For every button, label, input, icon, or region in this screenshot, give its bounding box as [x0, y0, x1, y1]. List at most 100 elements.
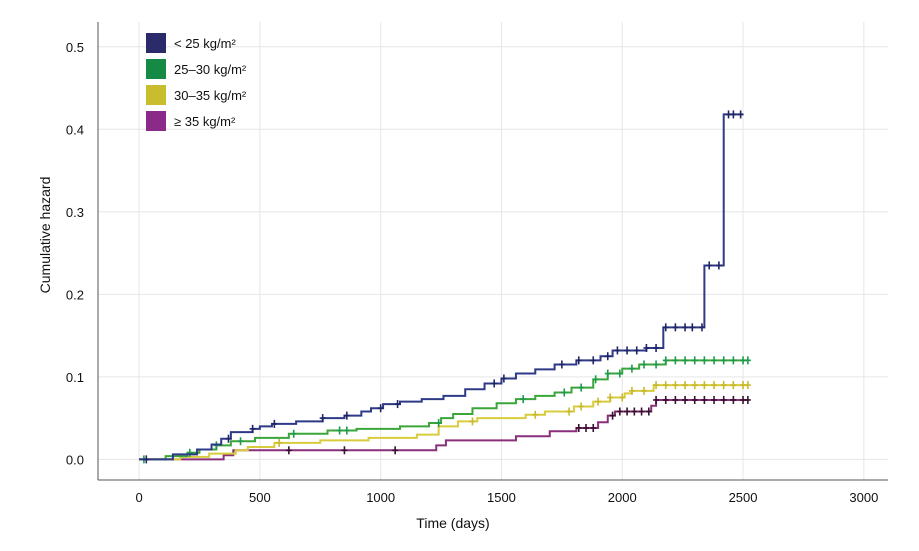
legend-swatch	[146, 59, 166, 79]
legend: < 25 kg/m² 25–30 kg/m² 30–35 kg/m² ≥ 35 kg/…	[146, 33, 247, 131]
censor-mark	[237, 437, 244, 446]
censor-mark	[614, 346, 621, 355]
censor-mark	[276, 438, 283, 447]
legend-label: 25–30 kg/m²	[174, 62, 247, 77]
censor-mark	[730, 356, 737, 365]
censor-mark	[698, 323, 705, 332]
censor-mark	[616, 369, 623, 378]
x-tick-label: 3000	[849, 490, 878, 505]
censor-mark	[377, 404, 384, 413]
censor-mark	[578, 383, 585, 392]
censor-mark	[578, 402, 585, 411]
censor-mark	[604, 369, 611, 378]
censor-mark	[341, 446, 348, 455]
censor-mark	[336, 426, 343, 435]
censor-mark	[592, 375, 599, 384]
legend-label: 30–35 kg/m²	[174, 88, 247, 103]
censor-mark	[689, 323, 696, 332]
censor-mark	[604, 352, 611, 361]
censor-mark	[469, 417, 476, 426]
censor-mark	[682, 381, 689, 390]
censor-mark	[672, 323, 679, 332]
censor-mark	[711, 381, 718, 390]
censor-mark	[701, 356, 708, 365]
censor-mark	[662, 395, 669, 404]
censor-mark	[319, 414, 326, 423]
censor-mark	[701, 381, 708, 390]
censor-mark	[491, 379, 498, 388]
censor-mark	[744, 356, 751, 365]
x-tick-label: 0	[135, 490, 142, 505]
censor-mark	[653, 343, 660, 352]
censor-mark	[638, 407, 645, 416]
censor-mark	[653, 360, 660, 369]
y-tick-label: 0.0	[66, 452, 84, 467]
censor-mark	[631, 407, 638, 416]
censor-mark	[720, 381, 727, 390]
censor-mark	[645, 407, 652, 416]
censor-mark	[435, 419, 442, 428]
censor-mark	[730, 381, 737, 390]
censor-mark	[290, 429, 297, 438]
censor-mark	[691, 356, 698, 365]
censor-mark	[583, 424, 590, 433]
y-tick-label: 0.4	[66, 122, 84, 137]
censor-mark	[628, 364, 635, 373]
censor-mark	[624, 346, 631, 355]
censor-mark	[566, 407, 573, 416]
x-tick-label: 1000	[366, 490, 395, 505]
censor-mark	[672, 395, 679, 404]
censor-mark	[662, 381, 669, 390]
censor-mark	[715, 261, 722, 270]
censor-mark	[590, 356, 597, 365]
censor-mark	[640, 360, 647, 369]
grid-layer	[98, 22, 888, 480]
censor-mark	[682, 323, 689, 332]
censor-mark	[744, 395, 751, 404]
censor-mark	[285, 446, 292, 455]
censor-mark	[691, 395, 698, 404]
censor-mark	[532, 410, 539, 419]
censor-mark	[672, 381, 679, 390]
series-line	[139, 398, 748, 461]
series-layer	[139, 110, 751, 464]
censor-mark	[225, 434, 232, 443]
censor-mark	[711, 395, 718, 404]
censor-mark	[249, 424, 256, 433]
censor-mark	[628, 386, 635, 395]
y-axis-title: Cumulative hazard	[37, 177, 53, 294]
censor-mark	[143, 455, 150, 464]
censor-mark	[595, 397, 602, 406]
series-line	[139, 113, 744, 461]
censor-mark	[730, 110, 737, 119]
legend-label: ≥ 35 kg/m²	[174, 114, 236, 129]
censor-mark	[691, 381, 698, 390]
legend-swatch	[146, 85, 166, 105]
y-tick-label: 0.1	[66, 370, 84, 385]
censor-mark	[643, 343, 650, 352]
censor-mark	[392, 446, 399, 455]
series-25–30 kg/m²	[139, 356, 751, 464]
censor-mark	[653, 395, 660, 404]
y-tick-label: 0.2	[66, 287, 84, 302]
censor-mark	[720, 395, 727, 404]
censor-mark	[706, 261, 713, 270]
censor-mark	[186, 448, 193, 457]
censor-mark	[619, 393, 626, 402]
censor-mark	[682, 395, 689, 404]
censor-mark	[662, 323, 669, 332]
censor-mark	[616, 407, 623, 416]
censor-mark	[701, 395, 708, 404]
axis-layer: 0 500 1000 1500 2000 2500 3000 0.0 0.1 0.2 0.3 0.4 0…	[66, 22, 888, 505]
censor-mark	[711, 356, 718, 365]
censor-mark	[558, 360, 565, 369]
censor-mark	[500, 374, 507, 383]
censor-mark	[744, 381, 751, 390]
censor-mark	[640, 386, 647, 395]
censor-mark	[672, 356, 679, 365]
censor-mark	[607, 393, 614, 402]
legend-swatch	[146, 111, 166, 131]
series-line	[139, 384, 748, 461]
censor-mark	[520, 395, 527, 404]
